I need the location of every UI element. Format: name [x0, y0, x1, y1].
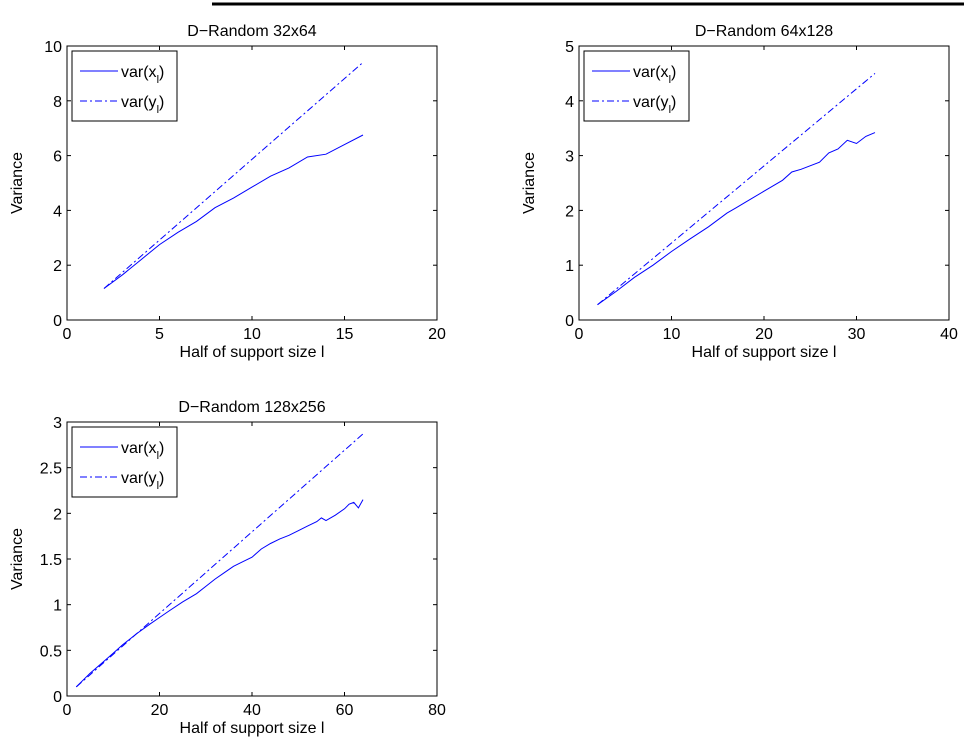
- chart-2-y-tick-label: 1: [565, 258, 574, 275]
- chart-1-title: D−Random 32x64: [187, 23, 317, 40]
- chart-2-x-axis-label: Half of support size l: [692, 344, 837, 361]
- chart-2-y-tick-label: 0: [565, 313, 574, 330]
- chart-3: 0 20 40 60 80 0 0.5 1 1.5 2 2.5 3 D−Random 128x256 Ha…: [9, 399, 446, 737]
- chart-2-legend-label-subscript: l: [669, 104, 671, 116]
- chart-1-x-axis-label: Half of support size l: [180, 344, 325, 361]
- chart-3-y-tick-label: 2: [53, 506, 62, 523]
- chart-3-legend-label-base: var(y: [121, 470, 157, 487]
- chart-1-legend-label-base: var(y: [121, 94, 157, 111]
- chart-2-series-var-x-line: [597, 132, 876, 306]
- chart-2-y-tick-label: 2: [565, 203, 574, 220]
- chart-1-legend-label-subscript: l: [157, 104, 159, 116]
- chart-3-x-tick-label: 40: [243, 702, 261, 719]
- chart-1-legend-label-close: ): [159, 64, 164, 81]
- chart-2-legend-label-base: var(y: [633, 94, 669, 111]
- chart-2-y-tick-label: 5: [565, 39, 574, 56]
- chart-3-x-tick-label: 20: [151, 702, 169, 719]
- chart-1-y-tick-label: 4: [53, 203, 62, 220]
- chart-2-x-tick-label: 40: [940, 326, 958, 343]
- chart-1-y-tick-label: 0: [53, 313, 62, 330]
- chart-1-series-var-x-line: [103, 134, 364, 289]
- chart-2-title: D−Random 64x128: [695, 23, 833, 40]
- chart-1-y-axis-label: Variance: [9, 152, 26, 214]
- chart-1-y-tick-label: 2: [53, 258, 62, 275]
- chart-2-legend-label-close: ): [671, 94, 676, 111]
- chart-2-legend: [583, 50, 690, 122]
- chart-3-x-tick-label: 0: [63, 702, 72, 719]
- chart-3-y-axis-label: Variance: [9, 528, 26, 590]
- chart-2-legend-label-2: var(yl): [633, 94, 676, 116]
- chart-3-y-tick-label: 1: [53, 598, 62, 615]
- chart-3-legend-label-subscript: l: [157, 450, 159, 462]
- chart-3-y-tick-label: 2.5: [40, 461, 62, 478]
- chart-1-x-tick-label: 5: [155, 326, 164, 343]
- chart-2-x-tick-label: 0: [575, 326, 584, 343]
- chart-1-x-tick-label: 20: [428, 326, 446, 343]
- chart-3-y-tick-label: 0: [53, 689, 62, 706]
- chart-1-legend-label-base: var(x: [121, 64, 157, 81]
- chart-3-legend-label-base: var(x: [121, 440, 157, 457]
- chart-2-x-tick-label: 30: [848, 326, 866, 343]
- chart-3-title: D−Random 128x256: [178, 399, 325, 416]
- chart-1-series-var-y-line: [103, 62, 364, 289]
- chart-2-y-tick-label: 4: [565, 94, 574, 111]
- chart-2-y-axis-label: Variance: [521, 152, 538, 214]
- chart-1-y-tick-label: 10: [44, 39, 62, 56]
- chart-2-legend-label-base: var(x: [633, 64, 669, 81]
- chart-2-x-tick-label: 20: [755, 326, 773, 343]
- chart-3-y-tick-label: 1.5: [40, 552, 62, 569]
- chart-3-legend-label-subscript: l: [157, 480, 159, 492]
- chart-3-x-tick-label: 60: [336, 702, 354, 719]
- chart-3-legend-label-2: var(yl): [121, 470, 164, 492]
- chart-1-x-tick-label: 15: [336, 326, 354, 343]
- chart-3-legend-label-close: ): [159, 440, 164, 457]
- chart-1-y-tick-label: 6: [53, 149, 62, 166]
- chart-3-y-tick-label: 3: [53, 415, 62, 432]
- chart-3-x-axis-label: Half of support size l: [180, 720, 325, 737]
- chart-3-x-tick-label: 80: [428, 702, 446, 719]
- chart-2-legend-label-subscript: l: [669, 74, 671, 86]
- chart-1-legend-label-1: var(xl): [121, 64, 164, 86]
- chart-1: 0 5 10 15 20 0 2 4 6 8 10 D−Random 32x64 Half of sup…: [9, 23, 446, 361]
- chart-1-y-tick-label: 8: [53, 94, 62, 111]
- chart-1-legend-label-2: var(yl): [121, 94, 164, 116]
- chart-1-legend-label-subscript: l: [157, 74, 159, 86]
- chart-3-legend: [71, 426, 178, 498]
- chart-3-y-tick-label: 0.5: [40, 643, 62, 660]
- chart-2-legend-label-1: var(xl): [633, 64, 676, 86]
- chart-2-legend-label-close: ): [671, 64, 676, 81]
- chart-1-x-tick-label: 10: [243, 326, 261, 343]
- chart-3-series-var-x-line: [75, 499, 364, 688]
- chart-1-x-tick-label: 0: [63, 326, 72, 343]
- chart-2-y-tick-label: 3: [565, 149, 574, 166]
- chart-2: 0 10 20 30 40 0 1 2 3 4 5 D−Random 64x128 Half of su…: [521, 23, 958, 361]
- chart-1-legend-label-close: ): [159, 94, 164, 111]
- chart-2-series-var-y-line: [597, 73, 876, 306]
- chart-3-legend-label-close: ): [159, 470, 164, 487]
- chart-1-legend: [71, 50, 178, 122]
- chart-2-x-tick-label: 10: [663, 326, 681, 343]
- chart-3-series-var-y-line: [75, 433, 364, 688]
- chart-3-legend-label-1: var(xl): [121, 440, 164, 462]
